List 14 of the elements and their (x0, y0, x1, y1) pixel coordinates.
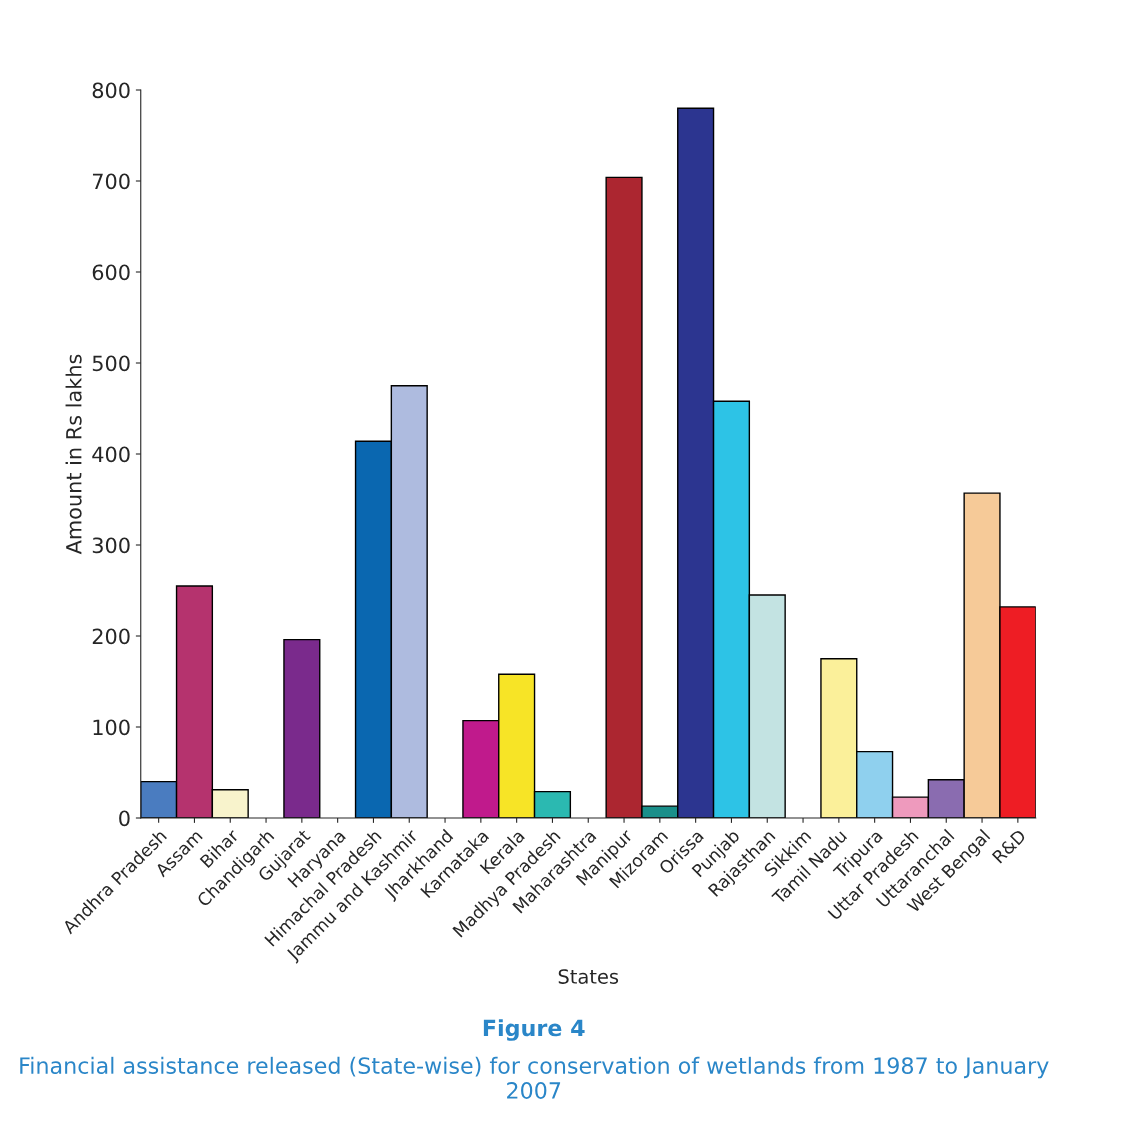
text: Figure 4 (483, 1019, 585, 1041)
y-tick-label: 400 (92, 446, 130, 463)
y-tick-label: 300 (92, 537, 130, 554)
y-tick-label: 700 (92, 173, 130, 190)
y-tick-label: 200 (92, 628, 130, 645)
text: Financial assistance released (State-wise) for conservation of wetlands from 1987 to January 2007 (20, 1056, 1049, 1099)
y-tick-label: 0 (119, 810, 130, 827)
x-axis-title: States (558, 969, 619, 984)
bar (283, 638, 321, 818)
y-axis-title: Amount in Rs lakhs (65, 354, 82, 555)
y-tick-label: 600 (92, 264, 130, 281)
y-tick-label: 500 (92, 355, 130, 372)
y-tick-label: 800 (92, 82, 130, 99)
y-tick-label: 100 (93, 719, 130, 736)
